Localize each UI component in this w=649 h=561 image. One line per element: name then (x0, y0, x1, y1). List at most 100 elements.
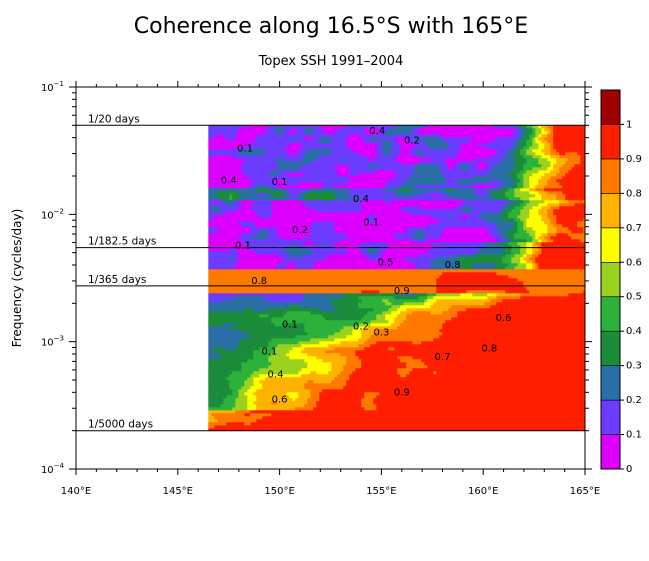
coherence-cell (391, 134, 395, 138)
coherence-cell (514, 200, 518, 204)
coherence-cell (217, 188, 221, 192)
coherence-cell (493, 212, 497, 216)
coherence-cell (424, 152, 428, 156)
coherence-cell (241, 191, 245, 195)
coherence-cell (583, 197, 586, 201)
coherence-cell (367, 200, 371, 204)
coherence-cell (427, 239, 431, 243)
coherence-cell (346, 128, 350, 132)
coherence-cell (388, 170, 392, 174)
coherence-cell (367, 185, 371, 189)
coherence-cell (244, 224, 248, 228)
chart-title: Coherence along 16.5°S with 165°E (134, 14, 528, 39)
coherence-cell (352, 128, 356, 132)
coherence-cell (454, 137, 458, 141)
coherence-cell (274, 179, 278, 183)
coherence-cell (241, 179, 245, 183)
coherence-cell (532, 170, 536, 174)
coherence-cell (451, 209, 455, 213)
coherence-cell (547, 236, 551, 240)
coherence-cell (457, 179, 461, 183)
coherence-cell (340, 152, 344, 156)
coherence-cell (472, 131, 476, 135)
coherence-cell (355, 218, 359, 222)
coherence-cell (475, 218, 479, 222)
coherence-cell (208, 212, 212, 216)
coherence-cell (367, 206, 371, 210)
coherence-cell (367, 212, 371, 216)
coherence-cell (367, 170, 371, 174)
coherence-cell (262, 236, 266, 240)
coherence-cell (262, 188, 266, 192)
coherence-cell (364, 131, 368, 135)
coherence-cell (577, 191, 581, 195)
coherence-cell (340, 215, 344, 219)
coherence-cell (259, 146, 263, 150)
coherence-cell (280, 149, 284, 153)
coherence-cell (538, 167, 542, 171)
coherence-cell (385, 149, 389, 153)
coherence-cell (553, 215, 557, 219)
coherence-cell (478, 137, 482, 141)
coherence-cell (397, 233, 401, 237)
coherence-cell (499, 212, 503, 216)
coherence-cell (520, 155, 524, 159)
coherence-cell (502, 218, 506, 222)
coherence-cell (400, 221, 404, 225)
coherence-cell (343, 161, 347, 165)
coherence-cell (220, 191, 224, 195)
coherence-cell (298, 212, 302, 216)
coherence-cell (310, 242, 314, 246)
coherence-cell (340, 173, 344, 177)
coherence-cell (472, 155, 476, 159)
coherence-cell (277, 179, 281, 183)
coherence-cell (211, 158, 215, 162)
coherence-cell (451, 125, 455, 129)
coherence-cell (397, 191, 401, 195)
coherence-cell (349, 212, 353, 216)
coherence-cell (568, 224, 572, 228)
coherence-cell (340, 176, 344, 180)
coherence-cell (490, 218, 494, 222)
coherence-cell (292, 161, 296, 165)
coherence-cell (376, 221, 380, 225)
coherence-cell (376, 188, 380, 192)
coherence-cell (328, 158, 332, 162)
coherence-cell (475, 164, 479, 168)
coherence-cell (562, 134, 566, 138)
coherence-cell (241, 161, 245, 165)
coherence-cell (547, 224, 551, 228)
coherence-cell (427, 191, 431, 195)
coherence-cell (403, 152, 407, 156)
coherence-cell (472, 137, 476, 141)
coherence-cell (337, 140, 341, 144)
coherence-cell (454, 143, 458, 147)
coherence-cell (301, 227, 305, 231)
coherence-cell (307, 176, 311, 180)
coherence-cell (481, 218, 485, 222)
coherence-cell (436, 185, 440, 189)
coherence-cell (529, 158, 533, 162)
coherence-cell (526, 137, 530, 141)
coherence-cell (244, 158, 248, 162)
coherence-cell (439, 209, 443, 213)
coherence-cell (571, 209, 575, 213)
coherence-cell (298, 170, 302, 174)
coherence-cell (277, 128, 281, 132)
coherence-cell (274, 230, 278, 234)
coherence-cell (283, 173, 287, 177)
coherence-cell (370, 227, 374, 231)
coherence-cell (364, 218, 368, 222)
coherence-cell (430, 128, 434, 132)
coherence-cell (529, 131, 533, 135)
coherence-cell (526, 167, 530, 171)
coherence-cell (235, 167, 239, 171)
coherence-cell (538, 173, 542, 177)
coherence-cell (559, 146, 563, 150)
coherence-cell (511, 209, 515, 213)
coherence-cell (421, 191, 425, 195)
coherence-cell (472, 215, 476, 219)
coherence-cell (400, 125, 404, 129)
coherence-cell (391, 149, 395, 153)
coherence-cell (544, 143, 548, 147)
